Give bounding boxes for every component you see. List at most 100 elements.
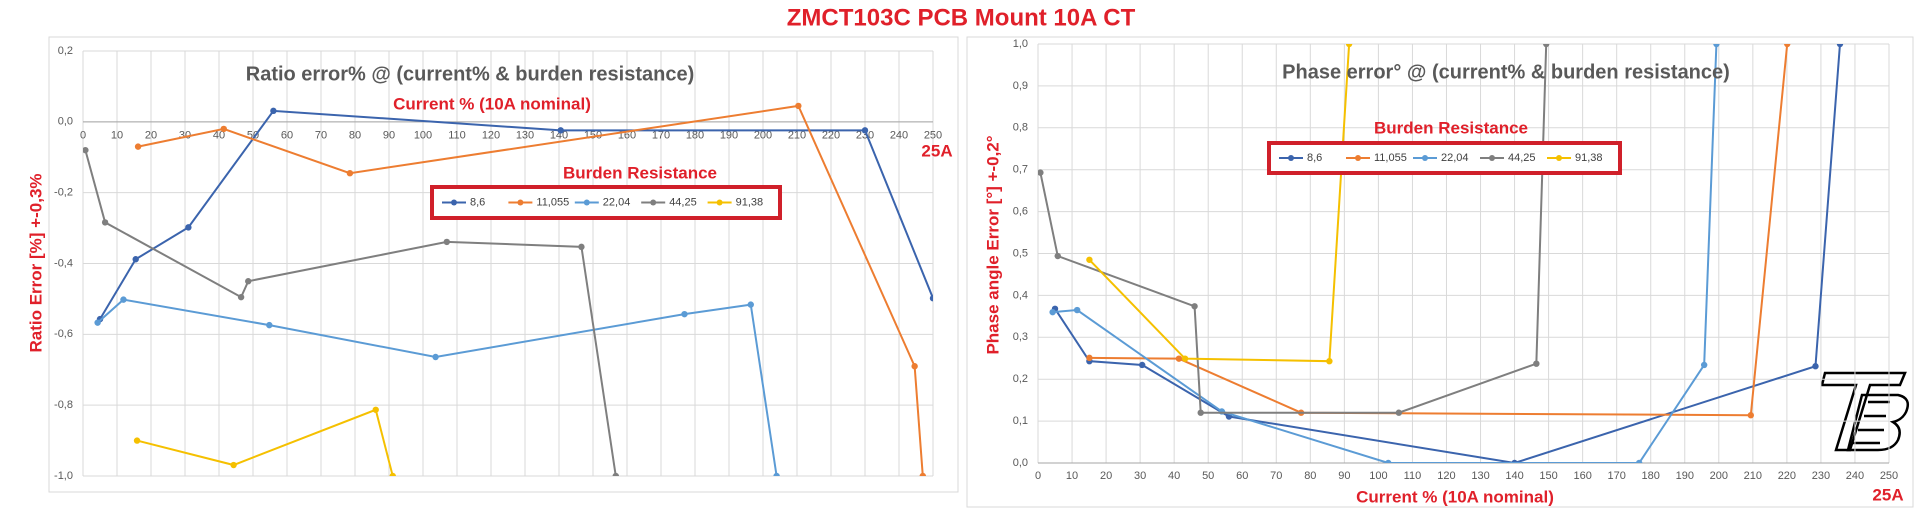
data-point: [270, 107, 277, 115]
x-tick-label: 110: [1404, 470, 1422, 482]
y-axis-label: Phase angle Error [°] +-0,2°: [983, 135, 1002, 354]
x-tick-label: 80: [1304, 470, 1316, 482]
x-tick-label: 180: [686, 130, 704, 142]
data-point: [266, 321, 273, 329]
x-tick-label: 100: [1369, 470, 1387, 482]
data-point: [389, 472, 396, 476]
x-tick-label: 40: [213, 130, 225, 142]
plot: [1038, 44, 1844, 463]
x-tick-label: 190: [1676, 470, 1694, 482]
legend-label: 11,055: [1374, 152, 1407, 164]
x-tick-label: 80: [349, 130, 361, 142]
legend-marker: [716, 199, 723, 206]
legend-marker: [1422, 155, 1428, 161]
data-point: [919, 472, 926, 476]
data-point: [1533, 360, 1540, 367]
x-tick-label: 220: [1778, 470, 1796, 482]
x-tick-label: 140: [550, 130, 568, 142]
legend-label: 22,04: [1441, 152, 1469, 164]
data-point: [861, 127, 869, 134]
data-point: [747, 301, 754, 308]
data-point: [346, 169, 354, 177]
page-title: ZMCT103C PCB Mount 10A CT: [787, 4, 1136, 31]
x-tick-label: 50: [1202, 470, 1214, 482]
x-tick-label: 120: [482, 130, 500, 142]
data-point: [557, 127, 564, 134]
chart-title: Phase error° @ (current% & burden resist…: [1282, 61, 1730, 83]
data-point: [1138, 361, 1146, 369]
x-tick-label: 130: [516, 130, 534, 142]
data-point: [230, 461, 237, 469]
x-tick-label: 20: [1100, 470, 1112, 482]
x-tick-label: 150: [1539, 470, 1557, 482]
legend-label: 8,6: [1307, 152, 1322, 164]
x-tick-label: 40: [1168, 470, 1180, 482]
legend-box: [430, 185, 782, 220]
x-tick-label: 250: [1880, 470, 1898, 482]
y-tick-label: -0,6: [54, 328, 73, 340]
right-panel: [966, 36, 1914, 508]
y-tick-label: 0,0: [58, 116, 73, 128]
y-tick-label: 0,8: [1013, 122, 1028, 134]
y-tick-label: 0,2: [1013, 373, 1028, 385]
data-point: [1086, 354, 1093, 362]
x-tick-label: 110: [448, 130, 466, 142]
data-point: [1049, 308, 1056, 316]
x-tick-label: 10: [1066, 470, 1078, 482]
data-point: [1836, 44, 1844, 48]
data-point: [1543, 44, 1550, 48]
x-tick-label: 220: [822, 130, 840, 142]
data-point: [773, 472, 780, 476]
data-point: [1038, 169, 1044, 176]
data-point: [1326, 357, 1333, 365]
x-tick-label: 0: [1035, 470, 1041, 482]
y-tick-label: 0,1: [1013, 415, 1028, 427]
x-tick-label: 0: [80, 130, 86, 142]
x-tick-label: 180: [1642, 470, 1660, 482]
data-point: [1175, 355, 1183, 362]
legend-label: 22,04: [603, 196, 631, 208]
x-tick-label: 250: [924, 130, 942, 142]
x-tick-label: 120: [1437, 470, 1455, 482]
x-tick-label: 200: [754, 130, 772, 142]
data-point: [1073, 306, 1081, 314]
data-point: [1812, 363, 1819, 370]
data-point: [1747, 412, 1754, 419]
data-point: [681, 310, 688, 318]
legend-marker: [451, 199, 457, 206]
data-point: [1713, 44, 1720, 48]
y-tick-label: 0,7: [1013, 164, 1028, 176]
x-tick-label: 170: [1608, 470, 1626, 482]
x-tick-label: 60: [1236, 470, 1248, 482]
x-tick-label: 70: [315, 130, 327, 142]
data-point: [929, 295, 933, 302]
x-tick-label: 130: [1471, 470, 1489, 482]
legend-label: 8,6: [470, 196, 485, 208]
x-tick-label: 210: [788, 130, 806, 142]
legend-marker: [650, 199, 657, 206]
data-point: [134, 143, 142, 150]
data-point: [612, 472, 619, 476]
x-axis-label: Current % (10A nominal): [1356, 487, 1554, 506]
data-point: [133, 437, 141, 444]
data-point: [1700, 361, 1708, 369]
x-tick-label: 140: [1505, 470, 1523, 482]
x-tick-label: 70: [1270, 470, 1282, 482]
y-tick-label: -0,8: [54, 399, 73, 411]
y-tick-label: 0,9: [1013, 80, 1028, 92]
y-tick-label: 0,4: [1013, 289, 1028, 301]
legend-label: 44,25: [1508, 152, 1536, 164]
x-tick-label: 200: [1710, 470, 1728, 482]
legend-marker: [1288, 155, 1294, 161]
x-tick-label: 90: [1338, 470, 1350, 482]
legend-marker: [1489, 155, 1495, 161]
data-point: [83, 146, 89, 154]
y-tick-label: 0,3: [1013, 331, 1028, 343]
data-point: [1181, 355, 1189, 362]
series-line: [1088, 44, 1351, 363]
data-point: [1191, 303, 1198, 310]
legend-title: Burden Resistance: [1374, 118, 1528, 137]
data-point: [245, 278, 252, 285]
plot: [83, 102, 933, 476]
legend-marker: [517, 199, 524, 206]
